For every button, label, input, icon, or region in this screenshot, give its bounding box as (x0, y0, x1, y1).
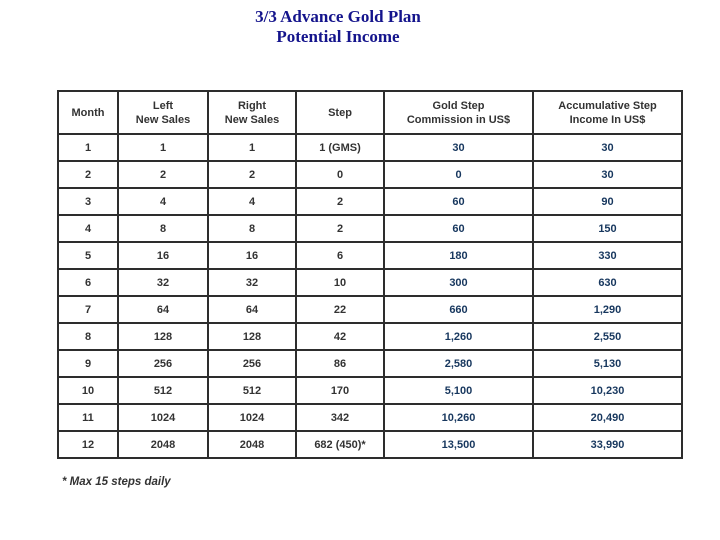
table-row: 9 256 256 86 2,580 5,130 (57, 349, 683, 378)
table-row: 2 2 2 0 0 30 (57, 160, 683, 189)
table-cell-accumulative-step-income: 30 (532, 133, 683, 162)
table-cell-step: 0 (295, 160, 385, 189)
table-cell-left-new-sales: 512 (117, 376, 209, 405)
table-cell-step: 342 (295, 403, 385, 432)
table-row: 5 16 16 6 180 330 (57, 241, 683, 270)
table-cell-gold-step-commission: 0 (383, 160, 534, 189)
table-row: 12 2048 2048 682 (450)* 13,500 33,990 (57, 430, 683, 459)
table-cell-accumulative-step-income: 20,490 (532, 403, 683, 432)
table-cell-month: 2 (57, 160, 119, 189)
column-header-month: Month (57, 90, 119, 135)
table-cell-right-new-sales: 2048 (207, 430, 297, 459)
table-cell-gold-step-commission: 180 (383, 241, 534, 270)
table-cell-accumulative-step-income: 150 (532, 214, 683, 243)
table-cell-accumulative-step-income: 5,130 (532, 349, 683, 378)
table-cell-left-new-sales: 8 (117, 214, 209, 243)
table-cell-month: 11 (57, 403, 119, 432)
table-cell-left-new-sales: 1 (117, 133, 209, 162)
column-header-gold-step-commission: Gold Step Commission in US$ (383, 90, 534, 135)
table-cell-month: 5 (57, 241, 119, 270)
table-row: 6 32 32 10 300 630 (57, 268, 683, 297)
table-cell-left-new-sales: 2048 (117, 430, 209, 459)
table-cell-gold-step-commission: 660 (383, 295, 534, 324)
table-cell-accumulative-step-income: 33,990 (532, 430, 683, 459)
table-row: 8 128 128 42 1,260 2,550 (57, 322, 683, 351)
table-cell-right-new-sales: 256 (207, 349, 297, 378)
column-header-accumulative-step-income: Accumulative Step Income In US$ (532, 90, 683, 135)
table-cell-month: 6 (57, 268, 119, 297)
table-cell-month: 1 (57, 133, 119, 162)
table-cell-step: 2 (295, 187, 385, 216)
table-cell-left-new-sales: 16 (117, 241, 209, 270)
income-table: Month Left New Sales Right New Sales Step Go… (57, 90, 683, 459)
table-cell-right-new-sales: 32 (207, 268, 297, 297)
table-cell-left-new-sales: 4 (117, 187, 209, 216)
table-cell-step: 170 (295, 376, 385, 405)
table-row: 7 64 64 22 660 1,290 (57, 295, 683, 324)
table-cell-step: 10 (295, 268, 385, 297)
column-header-left-new-sales: Left New Sales (117, 90, 209, 135)
table-cell-accumulative-step-income: 1,290 (532, 295, 683, 324)
table-cell-month: 8 (57, 322, 119, 351)
table-cell-accumulative-step-income: 10,230 (532, 376, 683, 405)
table-cell-accumulative-step-income: 30 (532, 160, 683, 189)
table-cell-left-new-sales: 64 (117, 295, 209, 324)
table-cell-step: 22 (295, 295, 385, 324)
table-cell-month: 3 (57, 187, 119, 216)
column-header-right-new-sales: Right New Sales (207, 90, 297, 135)
table-cell-right-new-sales: 4 (207, 187, 297, 216)
table-row: 4 8 8 2 60 150 (57, 214, 683, 243)
table-cell-accumulative-step-income: 2,550 (532, 322, 683, 351)
table-cell-right-new-sales: 128 (207, 322, 297, 351)
table-cell-right-new-sales: 1 (207, 133, 297, 162)
page-title: 3/3 Advance Gold Plan Potential Income (0, 7, 676, 47)
table-cell-right-new-sales: 64 (207, 295, 297, 324)
table-cell-gold-step-commission: 60 (383, 187, 534, 216)
table-cell-left-new-sales: 256 (117, 349, 209, 378)
table-cell-step: 86 (295, 349, 385, 378)
table-cell-month: 12 (57, 430, 119, 459)
table-cell-right-new-sales: 16 (207, 241, 297, 270)
table-cell-step: 2 (295, 214, 385, 243)
table-cell-month: 10 (57, 376, 119, 405)
table-cell-gold-step-commission: 13,500 (383, 430, 534, 459)
table-cell-left-new-sales: 128 (117, 322, 209, 351)
table-cell-right-new-sales: 2 (207, 160, 297, 189)
table-cell-step: 1 (GMS) (295, 133, 385, 162)
table-cell-accumulative-step-income: 330 (532, 241, 683, 270)
table-cell-left-new-sales: 32 (117, 268, 209, 297)
table-cell-gold-step-commission: 30 (383, 133, 534, 162)
table-cell-step: 42 (295, 322, 385, 351)
table-cell-month: 4 (57, 214, 119, 243)
table-cell-accumulative-step-income: 630 (532, 268, 683, 297)
table-cell-right-new-sales: 512 (207, 376, 297, 405)
table-cell-accumulative-step-income: 90 (532, 187, 683, 216)
table-row: 3 4 4 2 60 90 (57, 187, 683, 216)
title-line-1: 3/3 Advance Gold Plan (255, 7, 421, 26)
table-row: 11 1024 1024 342 10,260 20,490 (57, 403, 683, 432)
table-cell-right-new-sales: 1024 (207, 403, 297, 432)
table-cell-month: 9 (57, 349, 119, 378)
table-cell-step: 682 (450)* (295, 430, 385, 459)
table-cell-right-new-sales: 8 (207, 214, 297, 243)
table-row: 10 512 512 170 5,100 10,230 (57, 376, 683, 405)
table-cell-gold-step-commission: 5,100 (383, 376, 534, 405)
column-header-step: Step (295, 90, 385, 135)
title-line-2: Potential Income (276, 27, 400, 46)
table-cell-gold-step-commission: 1,260 (383, 322, 534, 351)
table-header-row: Month Left New Sales Right New Sales Step Go… (57, 90, 683, 135)
table-cell-left-new-sales: 2 (117, 160, 209, 189)
table-cell-gold-step-commission: 300 (383, 268, 534, 297)
footnote: * Max 15 steps daily (62, 476, 171, 488)
table-cell-left-new-sales: 1024 (117, 403, 209, 432)
table-cell-gold-step-commission: 10,260 (383, 403, 534, 432)
table-cell-gold-step-commission: 2,580 (383, 349, 534, 378)
table-cell-gold-step-commission: 60 (383, 214, 534, 243)
table-cell-step: 6 (295, 241, 385, 270)
table-cell-month: 7 (57, 295, 119, 324)
